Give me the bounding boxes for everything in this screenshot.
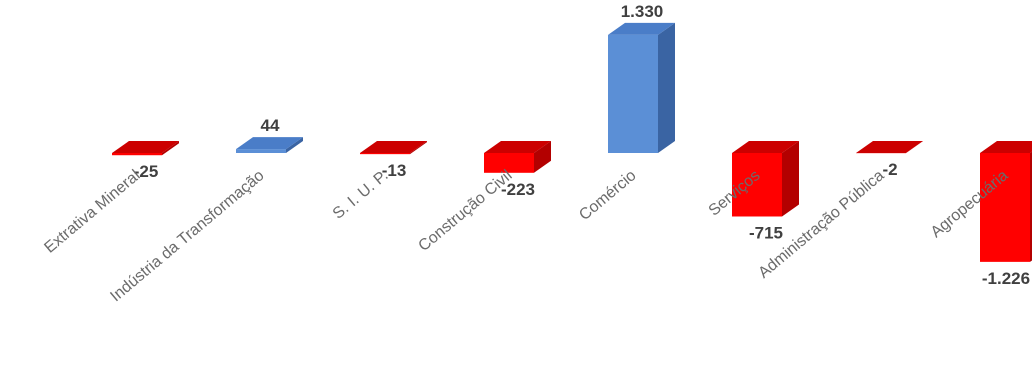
bar-front-industria-da-transformacao	[236, 149, 286, 153]
bar-front-extrativa-mineral	[112, 153, 162, 156]
bar-front-comercio	[608, 34, 658, 154]
value-label-administracao-publica: -2	[882, 160, 897, 179]
bar-agropecuaria	[980, 141, 1032, 262]
value-label-servicos: -715	[749, 223, 783, 242]
bar-side-construcao-civil	[534, 141, 551, 173]
bar-side-industria-da-transformacao	[286, 137, 303, 153]
value-label-construcao-civil: -223	[501, 180, 535, 199]
bar-top-s-i-u-p	[360, 141, 427, 153]
value-label-s-i-u-p: -13	[382, 161, 407, 180]
bar-side-comercio	[658, 22, 675, 154]
bar-front-servicos	[732, 153, 782, 217]
bar-construcao-civil	[484, 141, 551, 173]
bar-servicos	[732, 141, 799, 217]
bar-industria-da-transformacao	[236, 137, 303, 153]
bar-front-s-i-u-p	[360, 153, 410, 155]
value-label-agropecuaria: -1.226	[982, 269, 1030, 288]
value-label-extrativa-mineral: -25	[134, 162, 159, 181]
bar-front-construcao-civil	[484, 153, 534, 173]
category-label-comercio: Comércio	[576, 167, 639, 224]
value-label-industria-da-transformacao: 44	[261, 116, 280, 135]
bar-extrativa-mineral	[112, 141, 179, 156]
bar-top-extrativa-mineral	[112, 141, 179, 153]
bar-s-i-u-p	[360, 141, 427, 155]
bar-top-industria-da-transformacao	[236, 137, 303, 150]
bar-comercio	[608, 22, 675, 154]
bar-top-administracao-publica	[856, 141, 923, 153]
bar-top-comercio	[608, 22, 675, 35]
category-label-construcao-civil: Construção Civil	[415, 167, 515, 255]
bar-front-agropecuaria	[980, 153, 1030, 262]
bar-side-s-i-u-p	[410, 141, 427, 155]
bar-administracao-publica	[856, 141, 923, 154]
bar-side-extrativa-mineral	[162, 141, 179, 156]
bar-side-servicos	[782, 141, 799, 217]
bar-top-servicos	[732, 141, 799, 153]
bar-side-administracao-publica	[906, 141, 923, 154]
bar-top-construcao-civil	[484, 141, 551, 153]
category-label-s-i-u-p: S. I. U. P.	[330, 167, 392, 223]
bar-top-agropecuaria	[980, 141, 1032, 153]
value-label-comercio: 1.330	[621, 2, 664, 21]
category-label-extrativa-mineral: Extrativa Mineral	[41, 167, 143, 257]
